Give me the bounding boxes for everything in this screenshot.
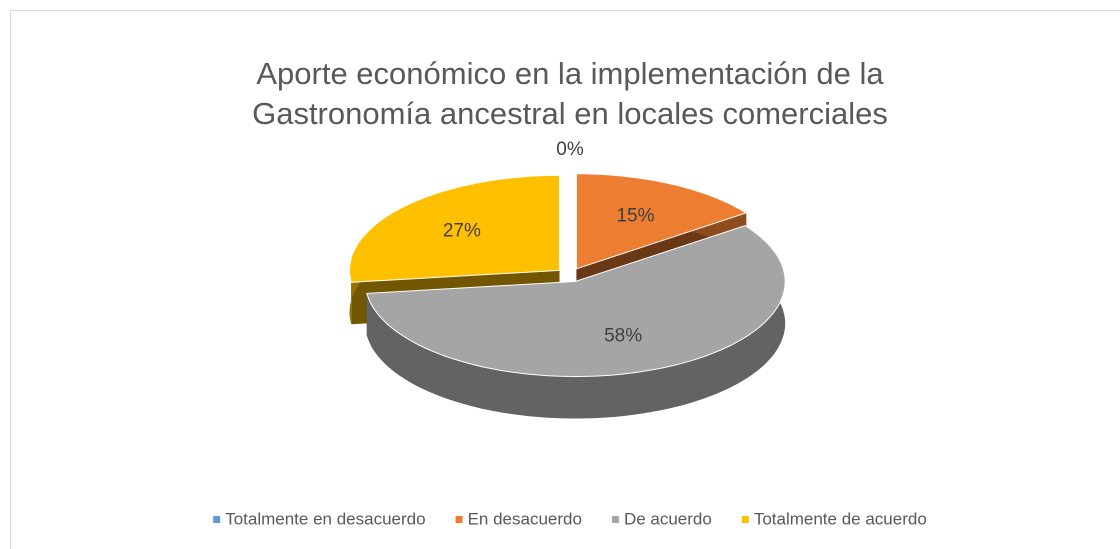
legend-swatch	[213, 516, 221, 523]
pie-slice	[575, 173, 748, 270]
data-label: 58%	[604, 325, 642, 346]
legend-swatch	[611, 516, 619, 523]
data-label: 0%	[556, 139, 584, 160]
legend-swatch	[741, 516, 749, 523]
data-label: 27%	[443, 220, 481, 241]
pie-slice	[348, 174, 560, 283]
legend-label: Totalmente en desacuerdo	[225, 509, 425, 528]
legend-swatch	[455, 516, 463, 523]
legend-label: De acuerdo	[624, 509, 712, 528]
slice-wall	[366, 225, 786, 419]
chart-border	[10, 10, 1120, 549]
data-label: 15%	[616, 205, 654, 226]
chart-title: Aporte económico en la implementación de…	[252, 56, 888, 131]
pie-slice	[366, 225, 786, 377]
legend-label: En desacuerdo	[468, 509, 582, 528]
legend-label: Totalmente de acuerdo	[754, 509, 927, 528]
